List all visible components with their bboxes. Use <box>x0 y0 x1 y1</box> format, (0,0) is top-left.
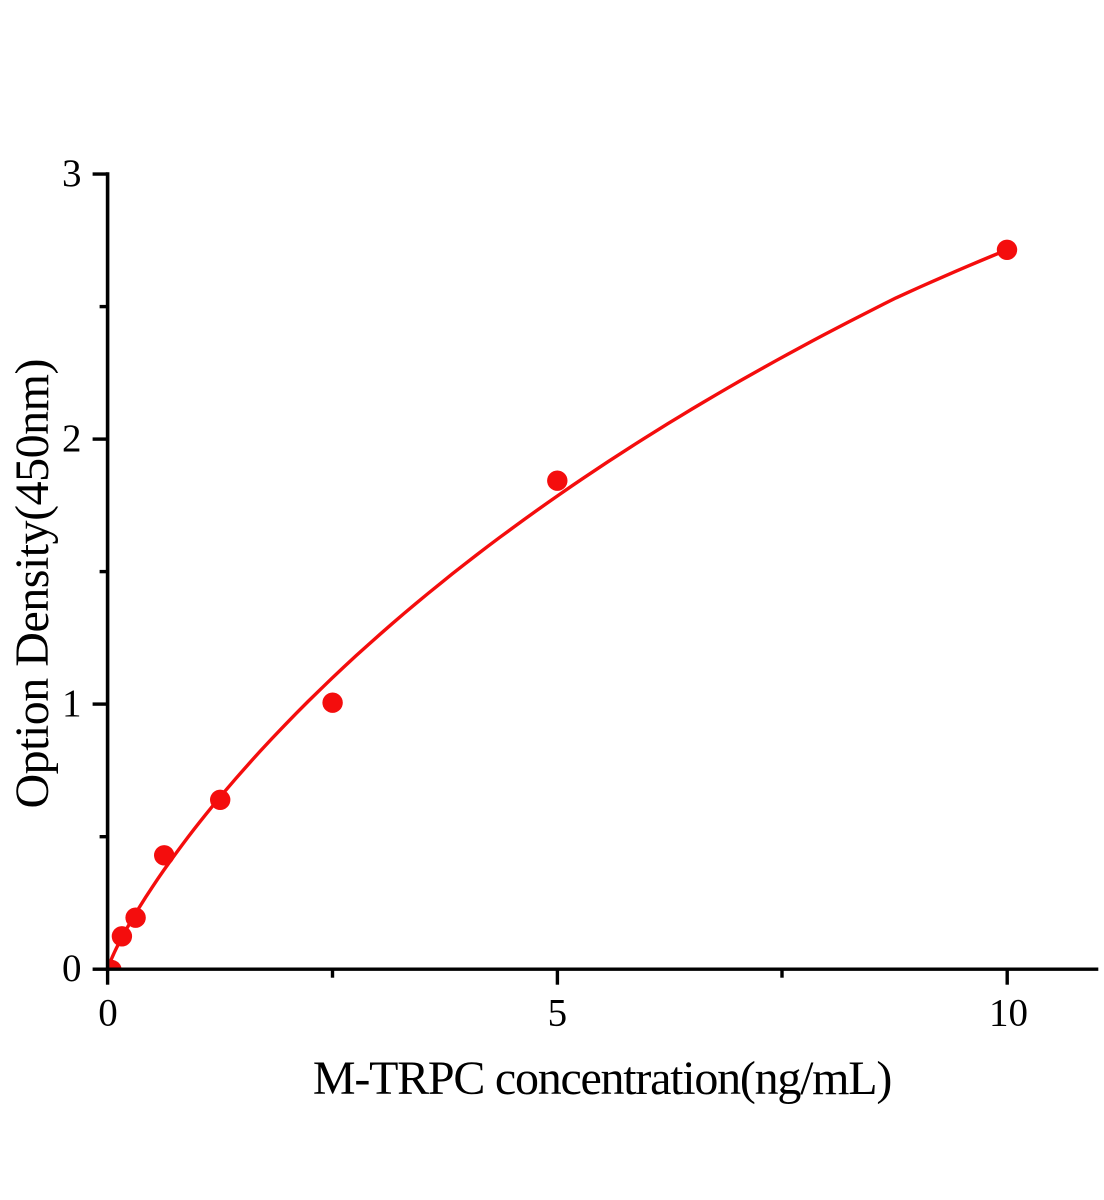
svg-text:1: 1 <box>62 682 82 725</box>
svg-text:3: 3 <box>62 152 82 195</box>
svg-text:5: 5 <box>548 992 568 1035</box>
svg-text:0: 0 <box>62 947 82 990</box>
svg-text:Option Density(450nm): Option Density(450nm) <box>6 359 59 808</box>
svg-text:0: 0 <box>98 992 118 1035</box>
svg-text:M-TRPC concentration(ng/mL): M-TRPC concentration(ng/mL) <box>313 1052 891 1105</box>
svg-text:10: 10 <box>989 992 1028 1035</box>
svg-text:2: 2 <box>62 417 82 460</box>
